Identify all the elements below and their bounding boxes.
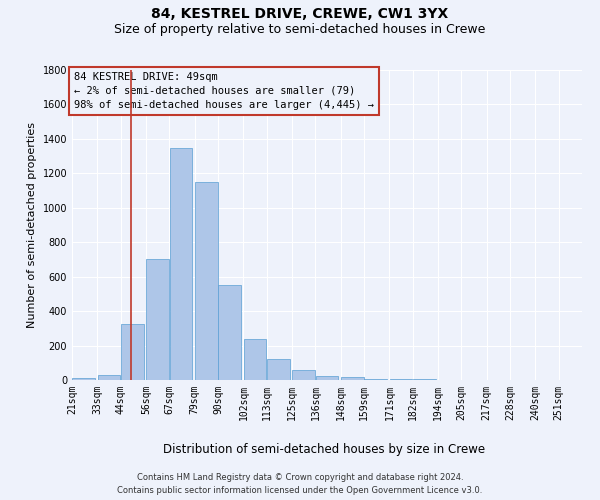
Y-axis label: Number of semi-detached properties: Number of semi-detached properties xyxy=(27,122,37,328)
Bar xyxy=(364,378,387,380)
Bar xyxy=(244,338,266,380)
Text: 84, KESTREL DRIVE, CREWE, CW1 3YX: 84, KESTREL DRIVE, CREWE, CW1 3YX xyxy=(151,8,449,22)
Bar xyxy=(170,148,193,380)
Text: Size of property relative to semi-detached houses in Crewe: Size of property relative to semi-detach… xyxy=(115,22,485,36)
Bar xyxy=(267,360,290,380)
Text: Distribution of semi-detached houses by size in Crewe: Distribution of semi-detached houses by … xyxy=(163,442,485,456)
Bar xyxy=(121,324,143,380)
Bar xyxy=(390,379,412,380)
Bar xyxy=(218,286,241,380)
Bar xyxy=(195,182,218,380)
Bar xyxy=(98,375,121,380)
Bar xyxy=(341,378,364,380)
Bar xyxy=(146,260,169,380)
Bar xyxy=(316,376,338,380)
Text: Contains public sector information licensed under the Open Government Licence v3: Contains public sector information licen… xyxy=(118,486,482,495)
Bar xyxy=(292,370,315,380)
Text: Contains HM Land Registry data © Crown copyright and database right 2024.: Contains HM Land Registry data © Crown c… xyxy=(137,472,463,482)
Text: 84 KESTREL DRIVE: 49sqm
← 2% of semi-detached houses are smaller (79)
98% of sem: 84 KESTREL DRIVE: 49sqm ← 2% of semi-det… xyxy=(74,72,374,110)
Bar xyxy=(73,378,95,380)
